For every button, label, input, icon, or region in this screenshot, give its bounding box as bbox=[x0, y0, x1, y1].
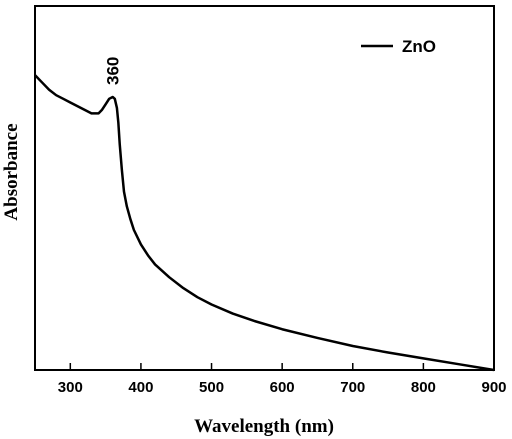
x-tick-label: 300 bbox=[58, 379, 83, 396]
x-tick-label: 800 bbox=[411, 379, 436, 396]
x-tick-label: 500 bbox=[199, 379, 224, 396]
x-tick-label: 400 bbox=[128, 379, 153, 396]
series-line-zno bbox=[34, 74, 495, 372]
plot-frame bbox=[34, 5, 495, 371]
x-tick-label: 600 bbox=[270, 379, 295, 396]
peak-annotation: 360 bbox=[104, 57, 123, 85]
legend: ZnO bbox=[361, 37, 436, 56]
x-tick-label: 900 bbox=[481, 379, 506, 396]
x-axis-ticks: 300 400 500 600 700 800 900 bbox=[58, 363, 507, 396]
y-axis-title: Absorbance bbox=[1, 123, 22, 220]
x-tick-label: 700 bbox=[340, 379, 365, 396]
legend-label-zno: ZnO bbox=[402, 37, 436, 56]
x-axis-title: Wavelength (nm) bbox=[194, 416, 334, 437]
